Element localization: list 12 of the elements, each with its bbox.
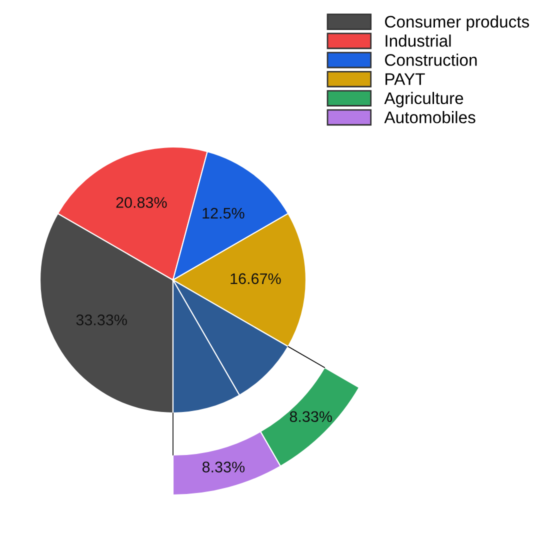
data-label: 20.83%: [116, 197, 167, 208]
legend-label: PAYT: [386, 73, 425, 85]
data-label: 12.5%: [202, 208, 244, 219]
data-label: 33.33%: [76, 314, 127, 326]
legend-label: Automobiles: [384, 111, 476, 124]
legend-label: Consumer products: [385, 15, 530, 31]
legend-label: Industrial: [386, 34, 451, 47]
legend-label: Construction: [385, 54, 477, 66]
data-label: 8.33%: [290, 411, 332, 422]
legend-label: Agriculture: [384, 92, 464, 108]
data-label: 16.67%: [230, 273, 281, 284]
data-label: 8.33%: [202, 462, 245, 472]
